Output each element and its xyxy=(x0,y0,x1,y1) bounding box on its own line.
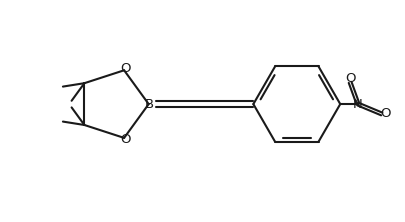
Text: O: O xyxy=(120,133,130,146)
Text: B: B xyxy=(145,98,154,111)
Text: O: O xyxy=(345,72,355,85)
Text: O: O xyxy=(380,107,391,121)
Text: N: N xyxy=(353,98,363,111)
Text: O: O xyxy=(120,62,130,75)
